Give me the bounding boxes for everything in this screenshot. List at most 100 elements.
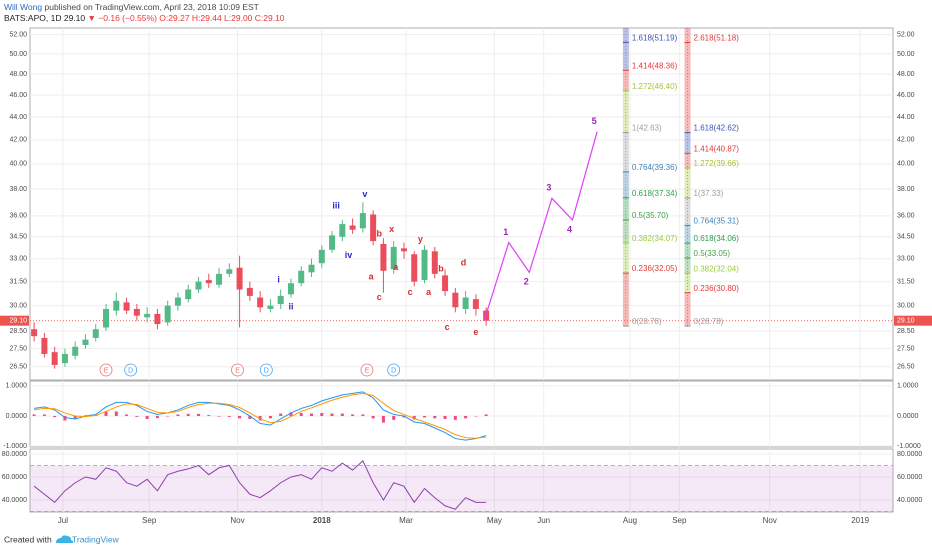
histogram-bar bbox=[310, 413, 314, 416]
candle-body bbox=[164, 305, 171, 323]
wave-label: x bbox=[389, 224, 394, 234]
event-label: E bbox=[365, 367, 370, 374]
y-tick-label-right: 44.00 bbox=[897, 114, 915, 121]
candle-body bbox=[431, 251, 438, 274]
wave-projection-label: 4 bbox=[567, 224, 572, 234]
histogram-bar bbox=[248, 415, 252, 419]
wave-label: a bbox=[369, 271, 375, 281]
y-tick-label-left: 80.0000 bbox=[2, 451, 27, 458]
histogram-bar bbox=[63, 415, 67, 421]
y-tick-label-left: 46.00 bbox=[9, 92, 27, 99]
event-marker bbox=[124, 363, 138, 377]
histogram-bar bbox=[217, 415, 221, 417]
histogram-bar bbox=[227, 415, 231, 417]
histogram-bar bbox=[114, 411, 118, 416]
histogram-bar bbox=[166, 415, 170, 417]
fib-band bbox=[622, 273, 629, 327]
author[interactable]: Will Wong bbox=[4, 2, 42, 12]
last-price-box-right bbox=[894, 315, 932, 326]
wave-label: a bbox=[426, 287, 432, 297]
candle-body bbox=[246, 287, 253, 296]
y-tick-label-left: 38.00 bbox=[9, 186, 27, 193]
last-price-label-right: 29.10 bbox=[897, 318, 915, 325]
fib-band bbox=[684, 28, 691, 43]
candle-body bbox=[154, 313, 161, 325]
candle-body bbox=[174, 297, 181, 306]
y-tick-label-left: 27.50 bbox=[9, 345, 27, 352]
y-tick-label-right: 1.0000 bbox=[897, 383, 919, 390]
y-tick-label-left: 33.00 bbox=[9, 256, 27, 263]
wave-label: iv bbox=[345, 250, 353, 260]
candle-body bbox=[267, 305, 274, 309]
panel-frame bbox=[29, 448, 894, 513]
candle-body bbox=[185, 289, 192, 300]
fib-label: 2.618(51.18) bbox=[694, 34, 740, 43]
wave-label: iii bbox=[332, 201, 340, 211]
wave-label: a bbox=[393, 262, 399, 272]
wave-label: ii bbox=[288, 302, 293, 312]
y-tick-label-left: 50.00 bbox=[9, 51, 27, 58]
x-tick-label: Sep bbox=[142, 516, 157, 525]
y-tick-label-right: 33.00 bbox=[897, 256, 915, 263]
candle-body bbox=[421, 249, 428, 281]
published: published on TradingView.com, April 23, … bbox=[44, 2, 258, 12]
histogram-bar bbox=[207, 415, 211, 416]
brand[interactable]: TradingView bbox=[72, 534, 120, 544]
fib-label: 1.272(39.66) bbox=[694, 159, 740, 168]
histogram-bar bbox=[135, 415, 139, 417]
histogram-bar bbox=[186, 413, 190, 416]
candle-body bbox=[61, 353, 68, 364]
histogram-bar bbox=[145, 415, 149, 419]
histogram-bar bbox=[464, 415, 468, 419]
y-tick-label-right: 0.0000 bbox=[897, 413, 919, 420]
created-with: Created with bbox=[4, 534, 52, 544]
candle-body bbox=[472, 299, 479, 309]
event-marker bbox=[99, 363, 113, 377]
candle-body bbox=[442, 275, 449, 292]
histogram-bar bbox=[392, 415, 396, 420]
histogram-bar bbox=[320, 412, 324, 416]
symbol-line: BATS:APO, 1D 29.10 ▼ −0.16 (−0.55%) O:29… bbox=[4, 13, 285, 23]
fib-label: 1.414(40.87) bbox=[694, 144, 740, 153]
change: −0.16 (−0.55%) bbox=[98, 13, 157, 23]
fib-label: 0.236(32.05) bbox=[632, 264, 678, 273]
candle-body bbox=[113, 300, 120, 311]
y-tick-label-left: 31.50 bbox=[9, 278, 27, 285]
y-tick-label-left: 44.00 bbox=[9, 114, 27, 121]
wave-label: y bbox=[418, 234, 423, 244]
candle-body bbox=[31, 329, 38, 337]
x-tick-label: Jul bbox=[58, 516, 68, 525]
fib-label: 0.382(32.04) bbox=[694, 264, 740, 273]
y-tick-label-right: 26.50 bbox=[897, 364, 915, 371]
histogram-bar bbox=[196, 413, 200, 416]
y-tick-label-left: 30.00 bbox=[9, 303, 27, 310]
candle-body bbox=[452, 292, 459, 308]
event-marker bbox=[259, 363, 273, 377]
y-tick-label-right: 40.00 bbox=[897, 161, 915, 168]
histogram-bar bbox=[340, 413, 344, 416]
candle-body bbox=[308, 264, 315, 273]
event-label: E bbox=[104, 367, 109, 374]
candle-body bbox=[72, 346, 79, 356]
y-tick-label-left: 28.50 bbox=[9, 328, 27, 335]
y-tick-label-left: -1.0000 bbox=[3, 443, 27, 450]
candle-body bbox=[216, 273, 223, 285]
histogram-bar bbox=[32, 414, 36, 416]
event-label: D bbox=[264, 367, 269, 374]
candle-body bbox=[133, 308, 140, 316]
histogram-bar bbox=[104, 411, 108, 416]
fib-label: 0.618(34.06) bbox=[694, 234, 740, 243]
histogram-bar bbox=[125, 414, 129, 416]
indicator-line bbox=[33, 460, 487, 510]
footer: Created with TradingView bbox=[4, 534, 120, 544]
candle-body bbox=[205, 280, 212, 284]
y-tick-label-left: 60.0000 bbox=[2, 474, 27, 481]
candle-body bbox=[400, 248, 407, 252]
candle-body bbox=[359, 213, 366, 229]
candle-body bbox=[349, 225, 356, 230]
fib-label: 0.618(37.34) bbox=[632, 189, 678, 198]
y-tick-label-left: 40.00 bbox=[9, 161, 27, 168]
histogram-bar bbox=[474, 415, 478, 417]
y-tick-label-right: -1.0000 bbox=[897, 443, 921, 450]
